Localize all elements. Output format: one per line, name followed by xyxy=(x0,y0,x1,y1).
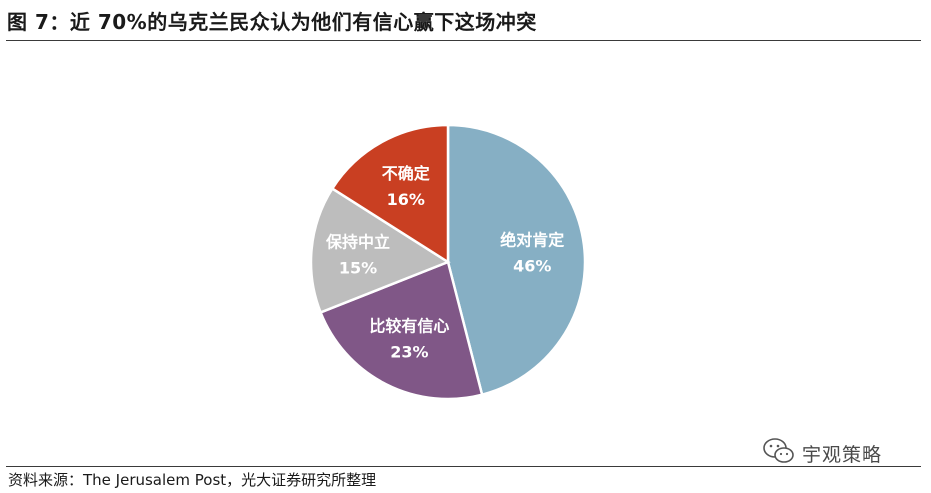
chart-title: 图 7：近 70%的乌克兰民众认为他们有信心赢下这场冲突 xyxy=(7,10,537,34)
slice-category-label: 保持中立 xyxy=(325,232,390,251)
watermark: 宇观策略 xyxy=(762,436,882,470)
source-note: 资料来源：The Jerusalem Post，光大证券研究所整理 xyxy=(8,471,377,489)
pie-slice xyxy=(446,123,587,397)
pie-slice xyxy=(318,260,484,401)
slice-value-label: 15% xyxy=(339,258,377,277)
wechat-icon xyxy=(762,436,796,470)
slice-value-label: 23% xyxy=(390,343,428,362)
slice-category-label: 比较有信心 xyxy=(369,317,449,336)
pie-slice xyxy=(330,123,450,265)
pie-slice xyxy=(309,186,451,315)
watermark-text: 宇观策略 xyxy=(802,443,883,466)
slice-value-label: 16% xyxy=(387,190,425,209)
slice-category-label: 不确定 xyxy=(382,164,430,183)
slice-category-label: 绝对肯定 xyxy=(500,230,564,249)
footer-divider xyxy=(6,466,921,467)
slice-value-label: 46% xyxy=(513,256,551,275)
title-divider xyxy=(6,40,921,41)
